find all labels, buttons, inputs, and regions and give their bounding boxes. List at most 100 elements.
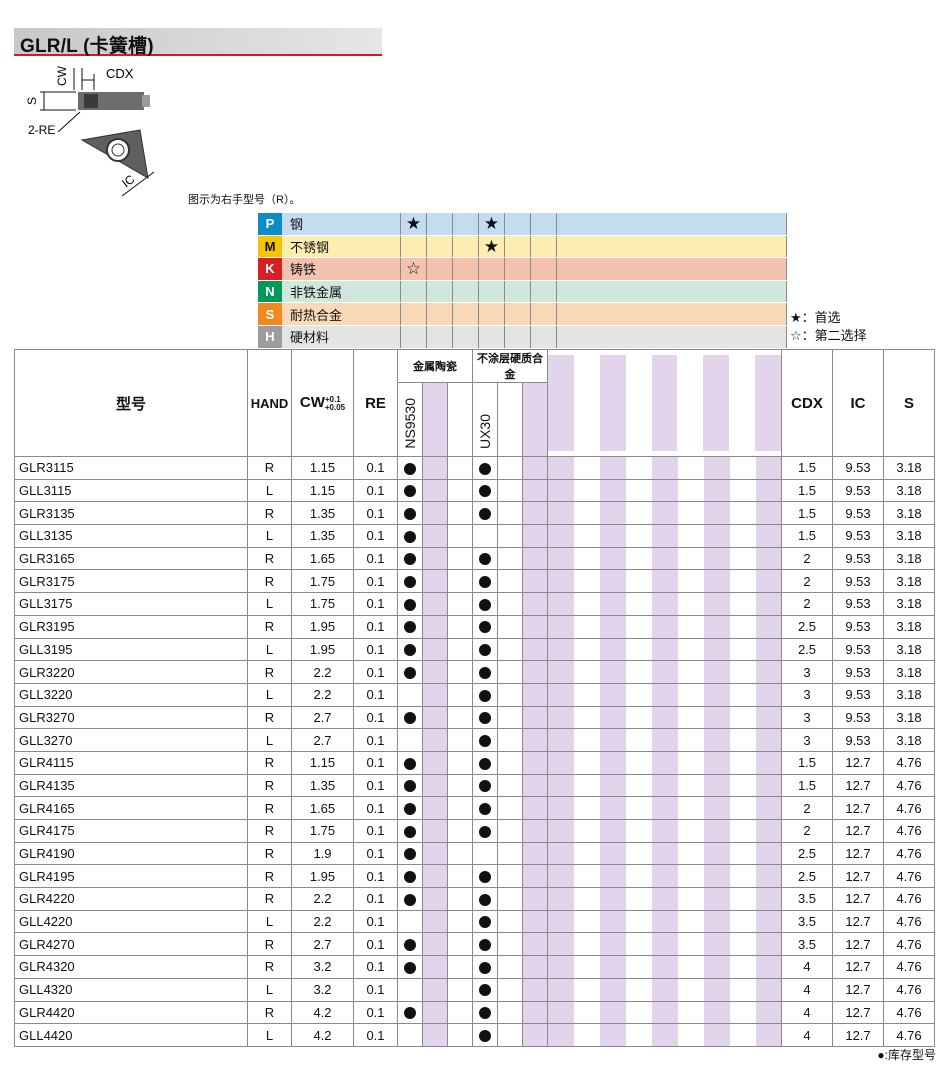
cell-hand: L bbox=[247, 637, 292, 662]
cell-hand: R bbox=[247, 887, 292, 911]
cell-ns9530 bbox=[397, 932, 423, 957]
rating-ns9530 bbox=[400, 235, 427, 259]
cell-cdx: 1.5 bbox=[781, 501, 833, 526]
cell-cw: 1.95 bbox=[291, 637, 354, 662]
material-label: 耐热合金 bbox=[282, 302, 401, 326]
header-re: RE bbox=[353, 349, 398, 457]
stock-dot-icon bbox=[404, 621, 416, 634]
cell-ns9530 bbox=[397, 841, 423, 866]
stock-dot-icon bbox=[479, 825, 491, 838]
cell-hand: L bbox=[247, 977, 292, 1002]
material-code: N bbox=[258, 280, 282, 304]
stock-dot-icon bbox=[479, 621, 491, 634]
cell-ns9530 bbox=[397, 637, 423, 662]
stock-dot-icon bbox=[479, 553, 491, 566]
cell-ns9530 bbox=[397, 592, 423, 616]
cell-ic: 9.53 bbox=[832, 546, 884, 571]
cell-ns9530 bbox=[397, 796, 423, 820]
cell-re: 0.1 bbox=[353, 614, 398, 639]
cell-ic: 9.53 bbox=[832, 614, 884, 639]
cell-ux30 bbox=[472, 977, 498, 1002]
header-cw-tol-plus: +0.1 bbox=[324, 394, 341, 404]
cell-model: GLL3115 bbox=[14, 478, 248, 503]
cell-re: 0.1 bbox=[353, 773, 398, 798]
cell-hand: R bbox=[247, 1000, 292, 1025]
cell-cw: 1.75 bbox=[291, 819, 354, 843]
cell-ux30 bbox=[472, 456, 498, 480]
cell-s: 4.76 bbox=[883, 1000, 935, 1025]
material-label: 不锈钢 bbox=[282, 235, 401, 259]
stock-dot-icon bbox=[479, 485, 491, 498]
material-code: M bbox=[258, 235, 282, 259]
cell-ux30 bbox=[472, 705, 498, 730]
title-bar bbox=[14, 28, 382, 54]
cell-s: 3.18 bbox=[883, 456, 935, 480]
rating-ux30: ★ bbox=[478, 213, 505, 236]
cell-ic: 12.7 bbox=[832, 773, 884, 798]
table-row: GLR4165 R 1.65 0.1 2 12.7 4.76 bbox=[14, 796, 935, 820]
cell-cw: 4.2 bbox=[291, 1000, 354, 1025]
table-row: GLR3115 R 1.15 0.1 1.5 9.53 3.18 bbox=[14, 456, 935, 480]
cell-re: 0.1 bbox=[353, 864, 398, 889]
cell-cdx: 4 bbox=[781, 977, 833, 1002]
material-code: H bbox=[258, 325, 282, 349]
cell-s: 3.18 bbox=[883, 682, 935, 707]
insert-side-view bbox=[40, 68, 150, 133]
cell-hand: R bbox=[247, 705, 292, 730]
cell-s: 3.18 bbox=[883, 660, 935, 684]
stock-dot-icon bbox=[479, 666, 491, 679]
stock-dot-icon bbox=[404, 961, 416, 974]
cell-cw: 1.65 bbox=[291, 546, 354, 571]
footer-note: ●:库存型号 bbox=[877, 1048, 936, 1062]
rating-ns9530 bbox=[400, 325, 427, 349]
cell-cdx: 3.5 bbox=[781, 909, 833, 934]
cell-ux30 bbox=[472, 592, 498, 616]
cell-re: 0.1 bbox=[353, 977, 398, 1002]
cell-ic: 9.53 bbox=[832, 682, 884, 707]
table-row: GLL3220 L 2.2 0.1 3 9.53 3.18 bbox=[14, 682, 935, 707]
cell-model: GLL3195 bbox=[14, 637, 248, 662]
cell-re: 0.1 bbox=[353, 524, 398, 548]
ic-label: IC bbox=[119, 172, 137, 191]
stock-dot-icon bbox=[479, 576, 491, 589]
title-underline bbox=[14, 54, 382, 56]
cell-hand: R bbox=[247, 955, 292, 979]
cell-ic: 12.7 bbox=[832, 955, 884, 979]
cell-re: 0.1 bbox=[353, 478, 398, 503]
stock-dot-icon bbox=[479, 1007, 491, 1020]
cell-ic: 12.7 bbox=[832, 977, 884, 1002]
stock-dot-icon bbox=[479, 712, 491, 725]
cell-model: GLR3165 bbox=[14, 546, 248, 571]
cell-hand: L bbox=[247, 478, 292, 503]
cell-cw: 1.75 bbox=[291, 592, 354, 616]
cell-re: 0.1 bbox=[353, 932, 398, 957]
cell-cdx: 1.5 bbox=[781, 750, 833, 775]
header-group-cermet: 金属陶瓷 bbox=[397, 349, 473, 383]
cell-hand: R bbox=[247, 569, 292, 594]
cell-hand: R bbox=[247, 932, 292, 957]
cell-ux30 bbox=[472, 841, 498, 866]
cell-cw: 2.7 bbox=[291, 932, 354, 957]
cell-s: 4.76 bbox=[883, 796, 935, 820]
cell-re: 0.1 bbox=[353, 592, 398, 616]
cell-s: 4.76 bbox=[883, 977, 935, 1002]
cell-hand: R bbox=[247, 750, 292, 775]
cell-cdx: 2.5 bbox=[781, 614, 833, 639]
cell-ic: 9.53 bbox=[832, 728, 884, 752]
cell-ux30 bbox=[472, 864, 498, 889]
cell-re: 0.1 bbox=[353, 1000, 398, 1025]
cell-cw: 2.7 bbox=[291, 728, 354, 752]
cell-re: 0.1 bbox=[353, 1023, 398, 1047]
cell-model: GLL3220 bbox=[14, 682, 248, 707]
cell-re: 0.1 bbox=[353, 841, 398, 866]
cell-cw: 1.95 bbox=[291, 864, 354, 889]
cell-cw: 1.15 bbox=[291, 456, 354, 480]
header-model: 型号 bbox=[14, 349, 248, 457]
cell-cdx: 1.5 bbox=[781, 478, 833, 503]
cell-s: 4.76 bbox=[883, 955, 935, 979]
cell-ns9530 bbox=[397, 705, 423, 730]
cell-model: GLL3270 bbox=[14, 728, 248, 752]
table-row: GLR4135 R 1.35 0.1 1.5 12.7 4.76 bbox=[14, 773, 935, 798]
rating-ux30: ★ bbox=[478, 235, 505, 259]
material-row-N: N 非铁金属 bbox=[258, 280, 787, 304]
